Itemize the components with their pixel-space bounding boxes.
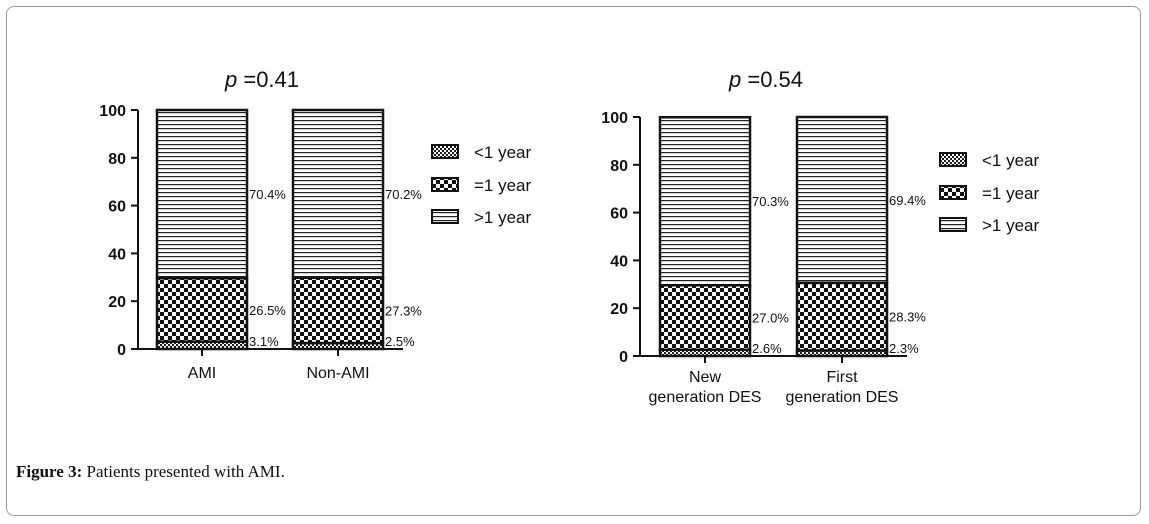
y-tick-label: 40 [108, 246, 126, 263]
data-label: 26.5% [249, 303, 286, 318]
x-category-label: generation DES [649, 389, 762, 406]
legend-swatch [939, 152, 967, 167]
legend-swatch [431, 144, 459, 159]
y-tick-label: 100 [99, 103, 126, 120]
bar-segment [291, 276, 385, 345]
data-label: 2.3% [889, 341, 919, 356]
bar-segment [795, 281, 889, 352]
legend-label: =1 year [982, 184, 1040, 203]
legend-swatch [939, 217, 967, 232]
chart-title-p: p [728, 67, 741, 92]
chart-title-p: p [224, 67, 237, 92]
figure-caption-text: Patients presented with AMI. [86, 462, 285, 481]
data-label: 70.3% [752, 194, 789, 209]
data-label: 69.4% [889, 193, 926, 208]
y-tick-label: 100 [601, 110, 628, 127]
data-label: 70.4% [249, 187, 286, 202]
legend-swatch [939, 185, 967, 200]
legend-label: >1 year [474, 208, 532, 227]
data-label: 70.2% [385, 187, 422, 202]
x-category-label: New [689, 369, 721, 386]
y-tick-label: 80 [610, 158, 628, 175]
y-tick-label: 60 [610, 206, 628, 223]
legend-label: =1 year [474, 176, 532, 195]
bar-segment [291, 108, 385, 280]
y-tick-label: 0 [117, 342, 126, 359]
figure-caption: Figure 3: Patients presented with AMI. [16, 462, 285, 482]
y-tick-label: 0 [619, 349, 628, 366]
x-category-label: AMI [188, 365, 216, 382]
y-tick-label: 80 [108, 151, 126, 168]
bar-segment [658, 115, 752, 287]
x-category-label: First [826, 369, 858, 386]
legend-swatch [431, 177, 459, 192]
data-label: 3.1% [249, 334, 279, 349]
legend-swatch [431, 209, 459, 224]
bar-segment [155, 277, 249, 343]
y-tick-label: 40 [610, 253, 628, 270]
y-tick-label: 20 [610, 301, 628, 318]
y-tick-label: 20 [108, 294, 126, 311]
chart-title-value: =0.41 [237, 67, 299, 92]
data-label: 2.6% [752, 341, 782, 356]
y-tick-label: 60 [108, 199, 126, 216]
chart-title: p =0.54 [728, 67, 803, 92]
bar-segment [658, 284, 752, 352]
legend-label: <1 year [474, 143, 532, 162]
chart-2: p =0.54 0 20 40 60 80 100 2.6% 27.0% 70.3% New gene… [601, 67, 1039, 406]
data-label: 27.0% [752, 311, 789, 326]
chart-title: p =0.41 [224, 67, 299, 92]
figure-caption-label: Figure 3: [16, 462, 83, 481]
chart-1: p =0.41 0 20 40 60 80 100 3.1% 26.5% 70.4% AMI 2.5%… [99, 67, 531, 382]
legend-label: >1 year [982, 216, 1040, 235]
x-category-label: generation DES [786, 389, 899, 406]
bar-segment [795, 115, 889, 285]
bar-segment [155, 108, 249, 280]
data-label: 2.5% [385, 334, 415, 349]
chart-title-value: =0.54 [741, 67, 803, 92]
data-label: 28.3% [889, 310, 926, 325]
data-label: 27.3% [385, 303, 422, 318]
x-category-label: Non-AMI [306, 365, 369, 382]
legend-label: <1 year [982, 151, 1040, 170]
